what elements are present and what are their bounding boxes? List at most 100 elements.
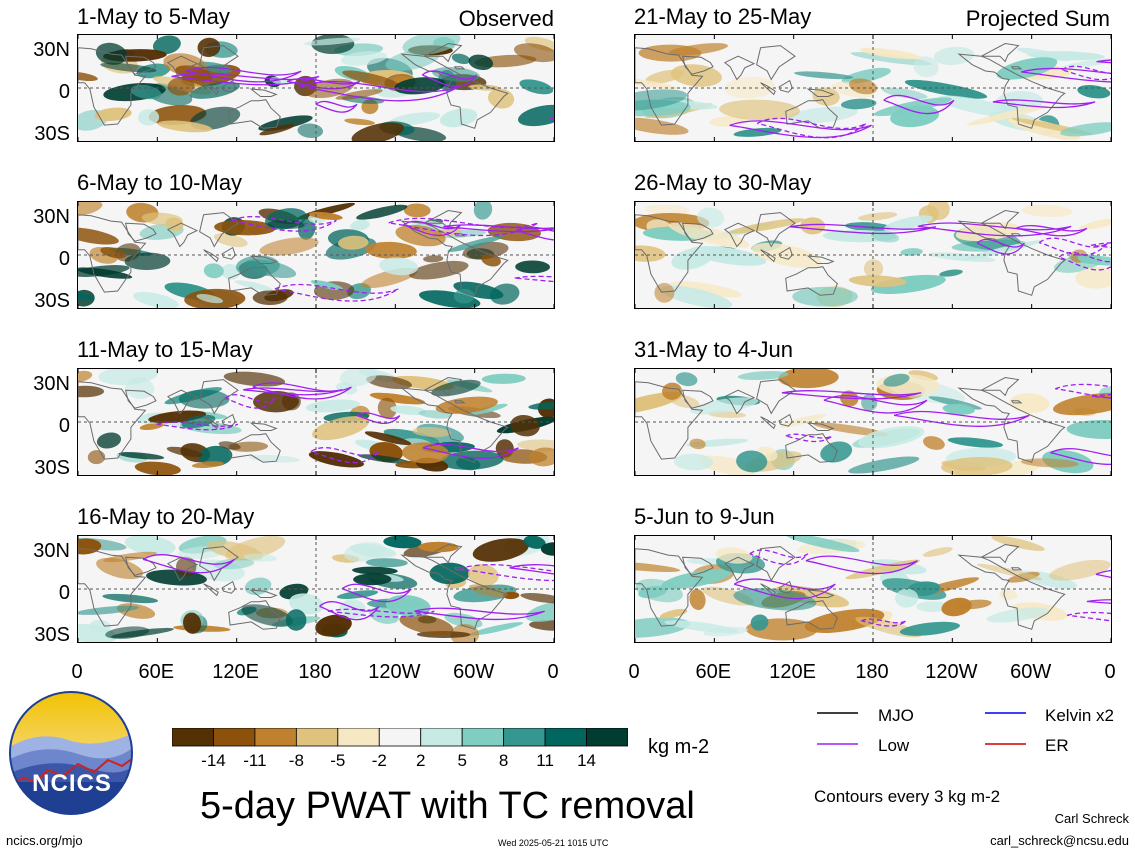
pwat-anomaly-blob <box>709 115 749 127</box>
coastline <box>806 255 835 264</box>
coastline <box>203 583 219 597</box>
pwat-map-svg <box>635 369 1111 475</box>
pwat-map-panel <box>77 535 555 643</box>
low-contour <box>789 223 936 235</box>
pwat-anomaly-blob <box>850 52 932 66</box>
coastline <box>756 212 796 248</box>
projected-label: Projected Sum <box>965 6 1110 31</box>
pwat-anomaly-blob <box>660 285 733 308</box>
pwat-anomaly-blob <box>674 453 714 471</box>
pwat-anomaly-blob <box>351 122 405 141</box>
pwat-anomaly-blob <box>366 375 412 390</box>
coastline <box>221 413 236 427</box>
low-contour <box>185 66 302 83</box>
pwat-map-svg <box>635 202 1111 308</box>
pwat-anomaly-blob <box>908 370 939 381</box>
colorbar-swatch <box>461 728 505 747</box>
pwat-anomaly-blob <box>412 426 451 438</box>
coastline <box>681 556 714 576</box>
coastline <box>400 220 509 296</box>
coastline <box>78 214 147 293</box>
legend-line-low <box>817 743 858 745</box>
pwat-anomaly-blob <box>258 115 313 131</box>
pwat-anomaly-blob <box>178 389 230 409</box>
low-contour <box>1061 65 1111 81</box>
low-contour <box>756 117 867 139</box>
coastline <box>221 580 236 594</box>
x-tick-label: 60E <box>695 661 732 683</box>
pwat-anomaly-blob <box>78 370 93 383</box>
x-tick-label: 0 <box>1104 661 1116 683</box>
panel-title-right-4: 5-Jun to 9-Jun <box>634 504 775 529</box>
pwat-anomaly-blob <box>167 77 195 96</box>
pwat-anomaly-blob <box>289 593 324 615</box>
pwat-anomaly-blob <box>138 108 160 126</box>
coastline <box>424 376 463 397</box>
pwat-anomaly-blob <box>873 97 952 117</box>
pwat-anomaly-blob <box>78 265 130 277</box>
colorbar-tick-label: 8 <box>498 751 509 770</box>
pwat-anomaly-blob <box>794 71 854 80</box>
pwat-anomaly-blob <box>166 446 203 458</box>
pwat-anomaly-blob <box>198 445 233 467</box>
pwat-anomaly-blob <box>519 79 554 95</box>
pwat-anomaly-blob <box>523 536 546 549</box>
low-contour <box>341 583 412 603</box>
pwat-anomaly-blob <box>248 454 301 463</box>
pwat-anomaly-blob <box>635 75 679 90</box>
pwat-anomaly-blob <box>78 605 139 615</box>
pwat-anomaly-blob <box>933 46 975 66</box>
low-contour <box>1066 611 1111 622</box>
coastline <box>203 82 219 96</box>
pwat-anomaly-blob <box>339 369 377 387</box>
coastline <box>760 249 776 263</box>
low-contour <box>733 578 836 600</box>
y-tick-label: 30N <box>33 39 70 61</box>
x-tick-label: 120E <box>769 661 817 683</box>
low-contour <box>422 443 519 459</box>
pwat-anomaly-blob <box>941 456 1013 475</box>
pwat-anomaly-blob <box>689 588 706 611</box>
y-tick-label: 30S <box>34 290 70 312</box>
pwat-anomaly-blob <box>96 557 144 580</box>
pwat-anomaly-blob <box>923 436 945 450</box>
pwat-anomaly-blob <box>243 553 277 562</box>
pwat-anomaly-blob <box>447 235 503 252</box>
author: Carl Schreck <box>1054 811 1129 826</box>
coastline <box>806 422 835 431</box>
colorbar-tick-label: 2 <box>415 751 426 770</box>
colorbar-swatch <box>172 728 214 747</box>
pwat-anomaly-blob <box>340 51 387 66</box>
low-contour <box>156 421 239 431</box>
pwat-anomaly-blob <box>904 79 988 99</box>
pwat-anomaly-blob <box>213 233 248 248</box>
pwat-anomaly-blob <box>928 252 996 263</box>
legend-line-er <box>985 743 1026 745</box>
y-tick-label: 0 <box>58 415 70 437</box>
pwat-anomaly-blob <box>203 263 224 279</box>
coastline <box>723 222 756 248</box>
coastline <box>778 79 793 93</box>
low-contour <box>883 94 955 115</box>
pwat-anomaly-blob <box>259 124 295 136</box>
pwat-anomaly-blob <box>383 536 422 549</box>
pwat-map-svg <box>78 35 554 141</box>
pwat-anomaly-blob <box>335 382 358 395</box>
pwat-anomaly-blob <box>335 89 383 100</box>
colorbar-tick-label: -2 <box>371 751 387 770</box>
coastline <box>681 222 714 242</box>
coastline <box>785 266 838 296</box>
pwat-anomaly-blob <box>152 35 181 55</box>
pwat-anomaly-blob <box>1049 559 1111 581</box>
ncics-logo <box>9 691 133 815</box>
low-contour <box>142 554 236 574</box>
email: carl_schreck@ncsu.edu <box>990 833 1129 848</box>
pwat-anomaly-blob <box>645 204 690 216</box>
pwat-anomaly-blob <box>234 280 273 291</box>
pwat-anomaly-blob <box>635 89 688 111</box>
panel-title-left-3: 11-May to 15-May <box>77 337 253 362</box>
x-tick-label: 0 <box>71 661 83 683</box>
low-contour <box>231 216 337 232</box>
pwat-map-panel <box>634 368 1112 476</box>
pwat-anomaly-blob <box>883 215 933 232</box>
